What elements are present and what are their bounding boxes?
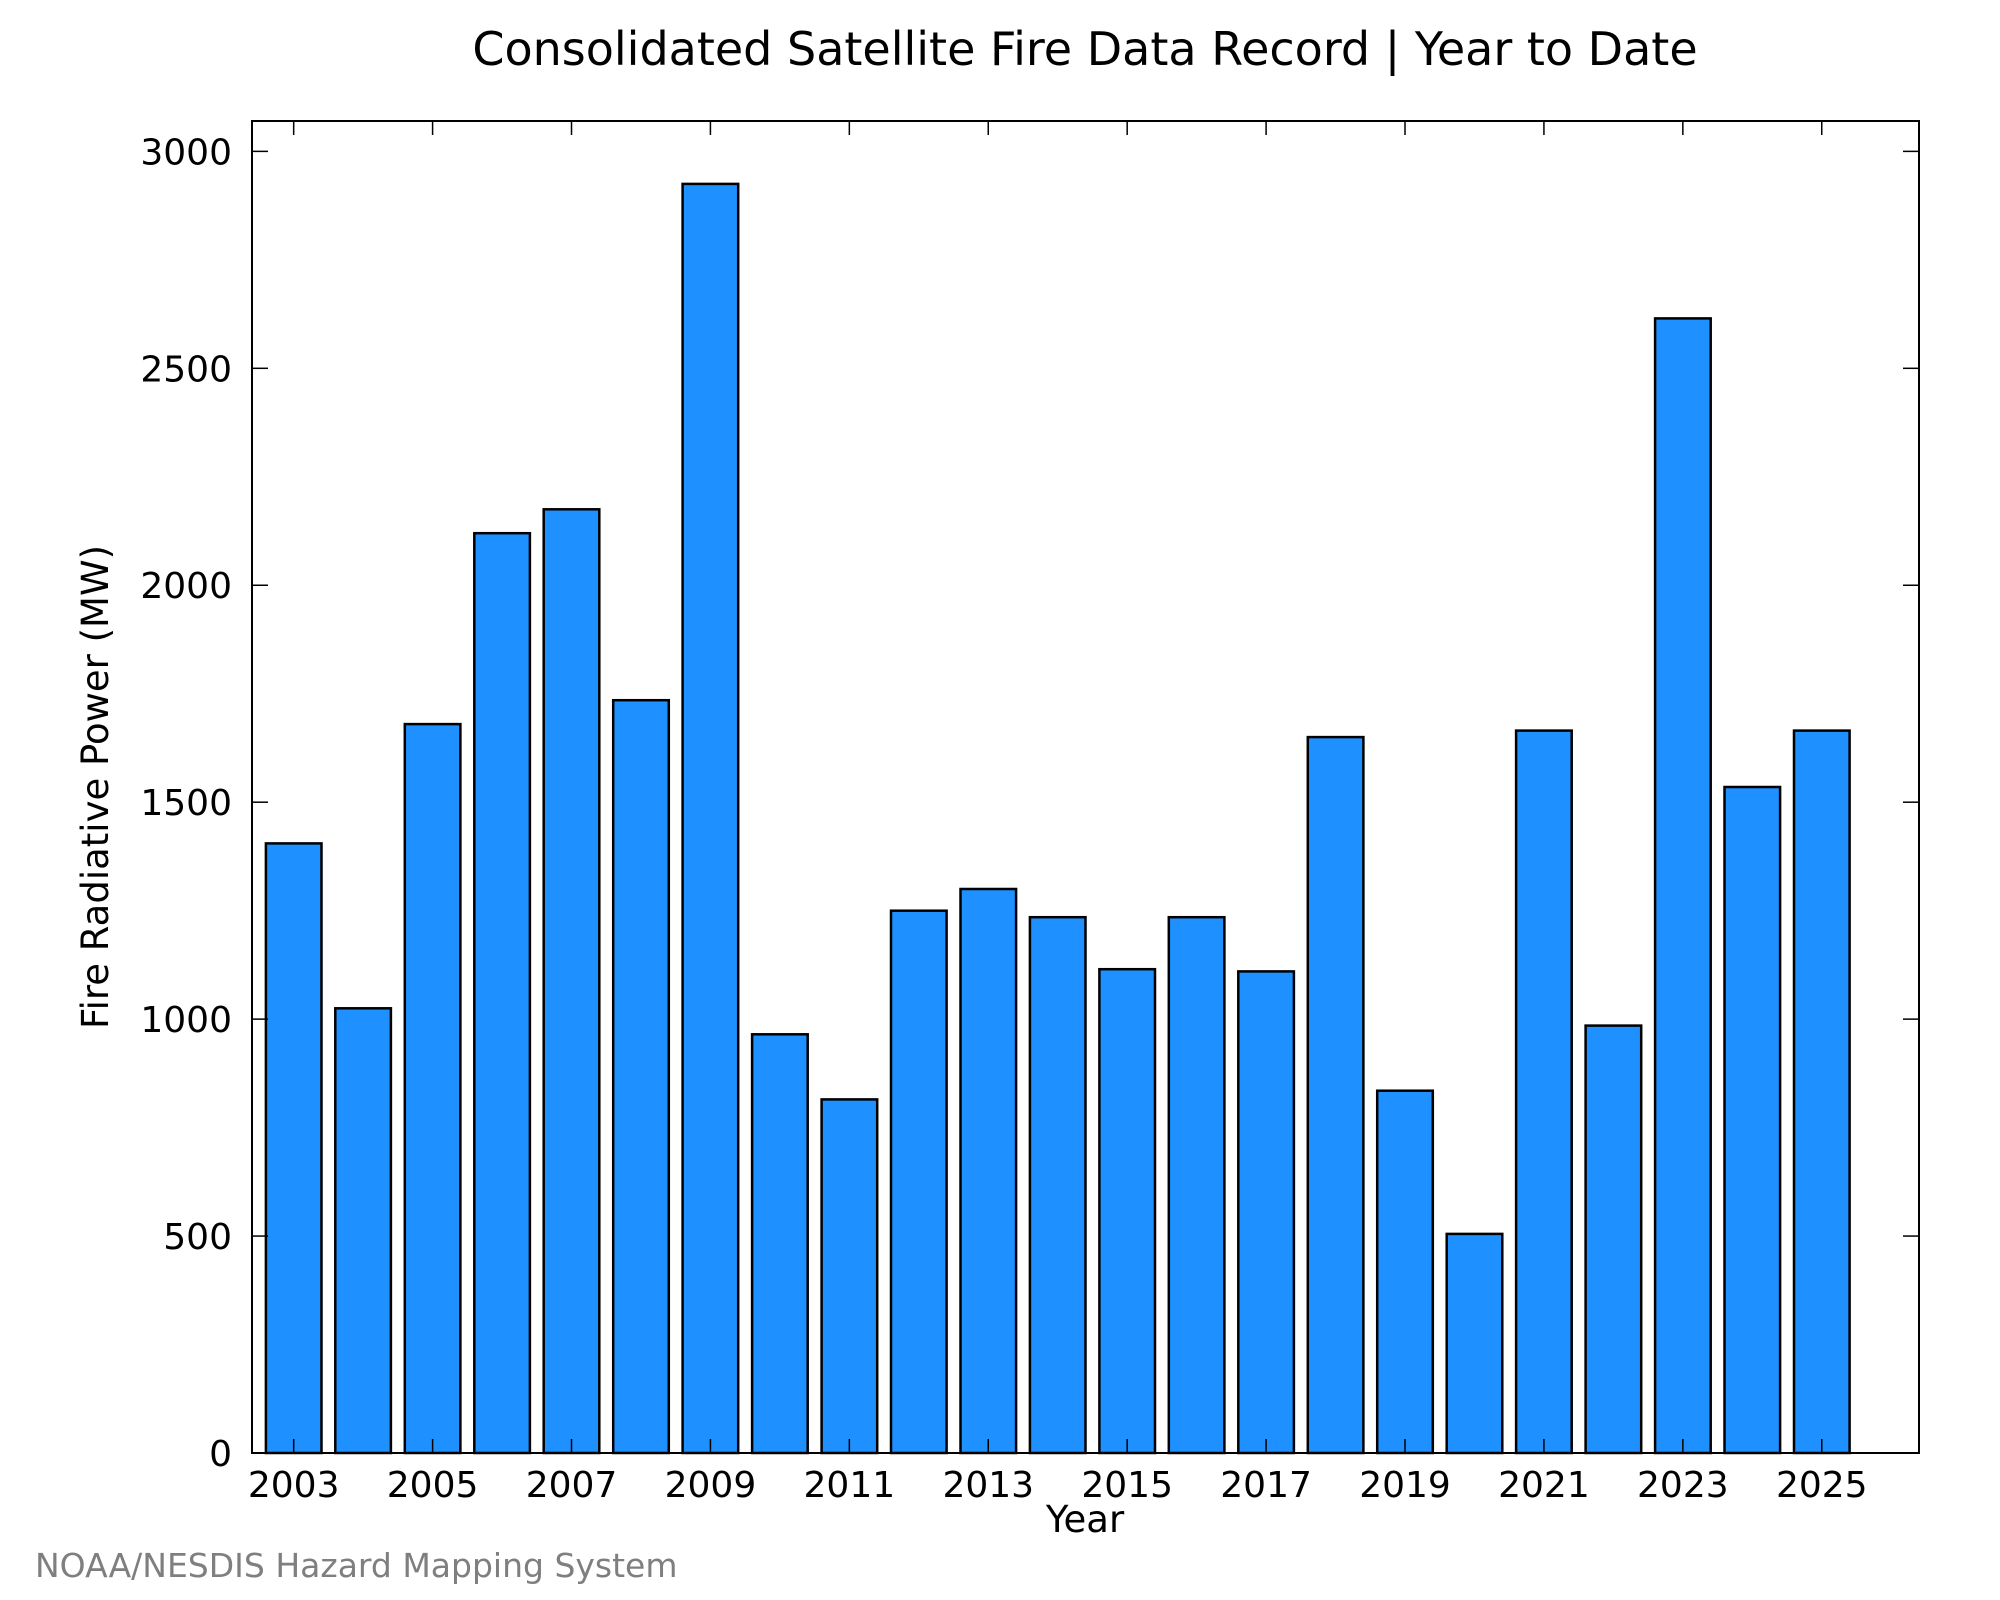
- x-tick-label: 2013: [942, 1465, 1034, 1506]
- x-tick-label: 2007: [526, 1465, 618, 1506]
- y-tick-label: 2000: [140, 566, 232, 607]
- y-axis-ticks: 0 500 1000 1500 2000 2500 3000: [140, 132, 1919, 1475]
- bar-2015: [1098, 967, 1157, 1455]
- x-tick-label: 2005: [387, 1465, 479, 1506]
- credit-text: NOAA/NESDIS Hazard Mapping System: [35, 1546, 678, 1585]
- bar-2022: [1584, 1024, 1643, 1455]
- x-axis-label: Year: [1045, 1498, 1125, 1541]
- x-tick-label: 2015: [1081, 1465, 1173, 1506]
- x-axis-ticks: 2003 2005 2007 2009 2011 2013 2015 2017 2019 2021…: [248, 121, 1868, 1506]
- x-tick-label: 2019: [1359, 1465, 1451, 1506]
- x-tick-label: 2009: [665, 1465, 757, 1506]
- y-axis-label: Fire Radiative Power (MW): [74, 545, 117, 1029]
- bar-2021: [1514, 729, 1573, 1455]
- bar-2025: [1792, 729, 1851, 1455]
- bar-2010: [750, 1033, 809, 1455]
- y-tick-label: 0: [209, 1434, 232, 1475]
- bar-2016: [1167, 915, 1226, 1455]
- y-tick-label: 3000: [140, 132, 232, 173]
- bar-2014: [1028, 915, 1087, 1455]
- x-tick-label: 2003: [248, 1465, 340, 1506]
- bar-2011: [820, 1098, 879, 1455]
- bar-2020: [1445, 1232, 1504, 1455]
- y-tick-label: 2500: [140, 349, 232, 390]
- bar-2006: [473, 531, 532, 1455]
- bar-2018: [1306, 735, 1365, 1455]
- bar-2003: [264, 842, 323, 1455]
- x-tick-label: 2025: [1776, 1465, 1868, 1506]
- bar-2013: [959, 887, 1018, 1455]
- x-tick-label: 2021: [1498, 1465, 1590, 1506]
- bar-2007: [542, 508, 601, 1455]
- bar-2012: [889, 909, 948, 1455]
- y-tick-label: 1500: [140, 783, 232, 824]
- bar-2005: [403, 722, 462, 1455]
- x-tick-label: 2011: [804, 1465, 896, 1506]
- bar-2004: [334, 1007, 393, 1455]
- bar-series: [264, 182, 1851, 1455]
- bar-2008: [611, 698, 671, 1455]
- bar-2024: [1723, 785, 1782, 1455]
- x-tick-label: 2017: [1220, 1465, 1312, 1506]
- bar-2017: [1237, 970, 1296, 1455]
- bar-2009: [681, 182, 740, 1455]
- y-tick-label: 500: [163, 1217, 232, 1258]
- plot-frame: [251, 120, 1920, 1454]
- bar-2023: [1653, 317, 1712, 1455]
- x-tick-label: 2023: [1637, 1465, 1729, 1506]
- bar-2019: [1375, 1089, 1435, 1455]
- chart-title: Consolidated Satellite Fire Data Record …: [472, 22, 1697, 77]
- y-tick-label: 1000: [140, 1000, 232, 1041]
